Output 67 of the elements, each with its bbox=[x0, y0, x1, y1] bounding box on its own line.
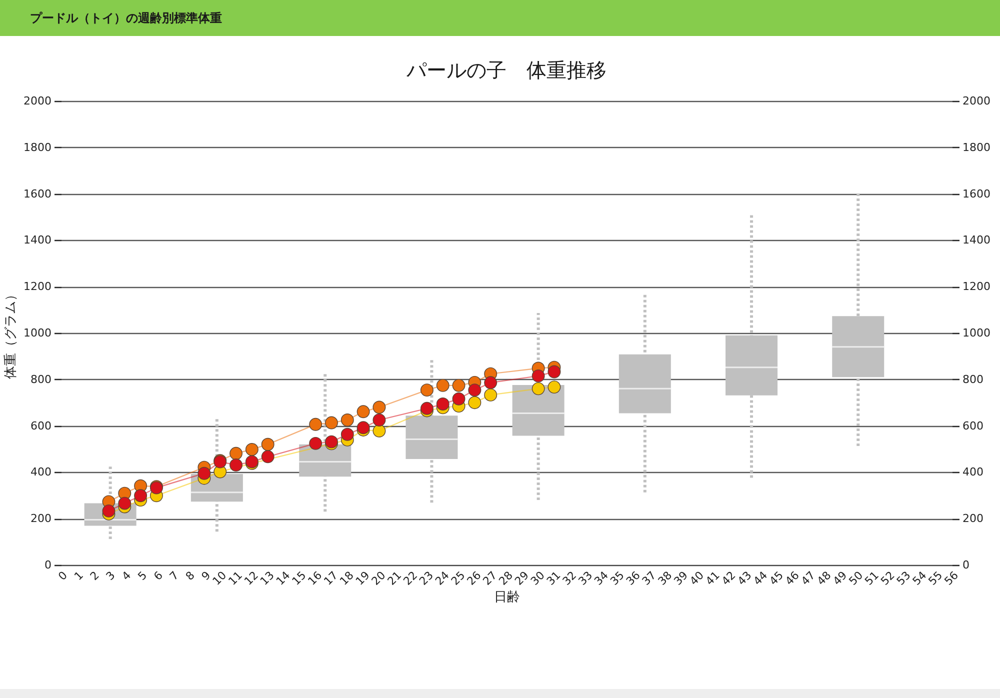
y2-tick-label: 0 bbox=[962, 558, 970, 572]
chart-title: パールの子 体重推移 bbox=[406, 58, 606, 82]
y2-tick-label: 1400 bbox=[962, 234, 990, 247]
x-tick-label: 1 bbox=[72, 568, 86, 583]
x-tick-label: 2 bbox=[88, 568, 102, 583]
point bbox=[356, 405, 370, 418]
point bbox=[372, 414, 386, 426]
y-tick-label: 1400 bbox=[24, 234, 52, 247]
point bbox=[372, 424, 386, 438]
x-tick-label: 3 bbox=[104, 568, 118, 583]
y-axis-title: 体重（グラム） bbox=[4, 288, 19, 379]
point bbox=[356, 421, 370, 434]
point bbox=[436, 398, 450, 410]
point bbox=[118, 496, 132, 510]
x-axis-title: 日齢 bbox=[494, 590, 520, 606]
point bbox=[261, 450, 274, 464]
y-tick-label: 1600 bbox=[24, 187, 52, 200]
point bbox=[532, 382, 545, 396]
y2-tick-label: 2000 bbox=[962, 94, 990, 108]
y2-tick-label: 1200 bbox=[962, 280, 990, 294]
y-tick-label: 1000 bbox=[24, 326, 52, 340]
point bbox=[309, 436, 322, 450]
point bbox=[261, 438, 274, 451]
point bbox=[245, 443, 258, 456]
y-tick-label: 400 bbox=[30, 466, 52, 479]
y2-tick-label: 800 bbox=[962, 372, 984, 386]
point bbox=[548, 365, 561, 378]
x-tick-label: 0 bbox=[56, 568, 70, 583]
y-tick-label: 600 bbox=[30, 419, 52, 432]
x-tick-label: 7 bbox=[167, 568, 182, 583]
y-tick-label: 800 bbox=[30, 372, 52, 386]
point bbox=[372, 400, 386, 414]
point bbox=[309, 418, 322, 431]
point bbox=[420, 384, 434, 397]
point bbox=[484, 388, 498, 402]
point bbox=[548, 380, 561, 394]
y-tick-label: 200 bbox=[30, 512, 52, 526]
point bbox=[452, 392, 466, 406]
header-banner: プードル（トイ）の週齢別標準体重 bbox=[0, 0, 1000, 36]
point bbox=[452, 378, 466, 392]
point bbox=[532, 369, 545, 382]
point bbox=[468, 396, 482, 410]
y-tick-label: 1200 bbox=[24, 280, 52, 294]
point bbox=[436, 378, 450, 392]
y2-tick-label: 600 bbox=[962, 419, 984, 432]
y2-tick-label: 1600 bbox=[962, 187, 990, 200]
point bbox=[230, 458, 242, 472]
point bbox=[325, 416, 338, 430]
y2-tick-label: 1000 bbox=[962, 326, 990, 340]
x-tick-label: 8 bbox=[183, 568, 198, 583]
y2-tick-label: 200 bbox=[962, 512, 984, 526]
point bbox=[230, 446, 242, 460]
point bbox=[420, 402, 434, 415]
point bbox=[468, 384, 482, 397]
point bbox=[340, 414, 354, 426]
y-tick-label: 0 bbox=[44, 558, 52, 572]
point bbox=[198, 466, 211, 480]
x-tick-label: 4 bbox=[119, 568, 134, 583]
y-tick-label: 1800 bbox=[24, 140, 52, 154]
x-tick-label: 5 bbox=[135, 568, 150, 583]
x-tick-label: 6 bbox=[151, 568, 166, 583]
y2-tick-label: 1800 bbox=[962, 140, 990, 154]
y2-tick-label: 400 bbox=[962, 466, 984, 479]
y-tick-label: 2000 bbox=[24, 94, 52, 108]
point bbox=[340, 428, 354, 441]
point bbox=[484, 376, 498, 390]
point bbox=[134, 489, 148, 502]
